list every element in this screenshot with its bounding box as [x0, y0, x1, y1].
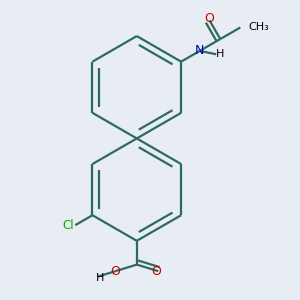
Text: CH₃: CH₃ [249, 22, 269, 32]
Text: H: H [95, 273, 104, 283]
Text: O: O [152, 265, 161, 278]
Text: N: N [195, 44, 204, 57]
Text: H: H [216, 49, 224, 59]
Text: O: O [110, 265, 120, 278]
Text: O: O [205, 12, 214, 25]
Text: Cl: Cl [62, 219, 74, 232]
